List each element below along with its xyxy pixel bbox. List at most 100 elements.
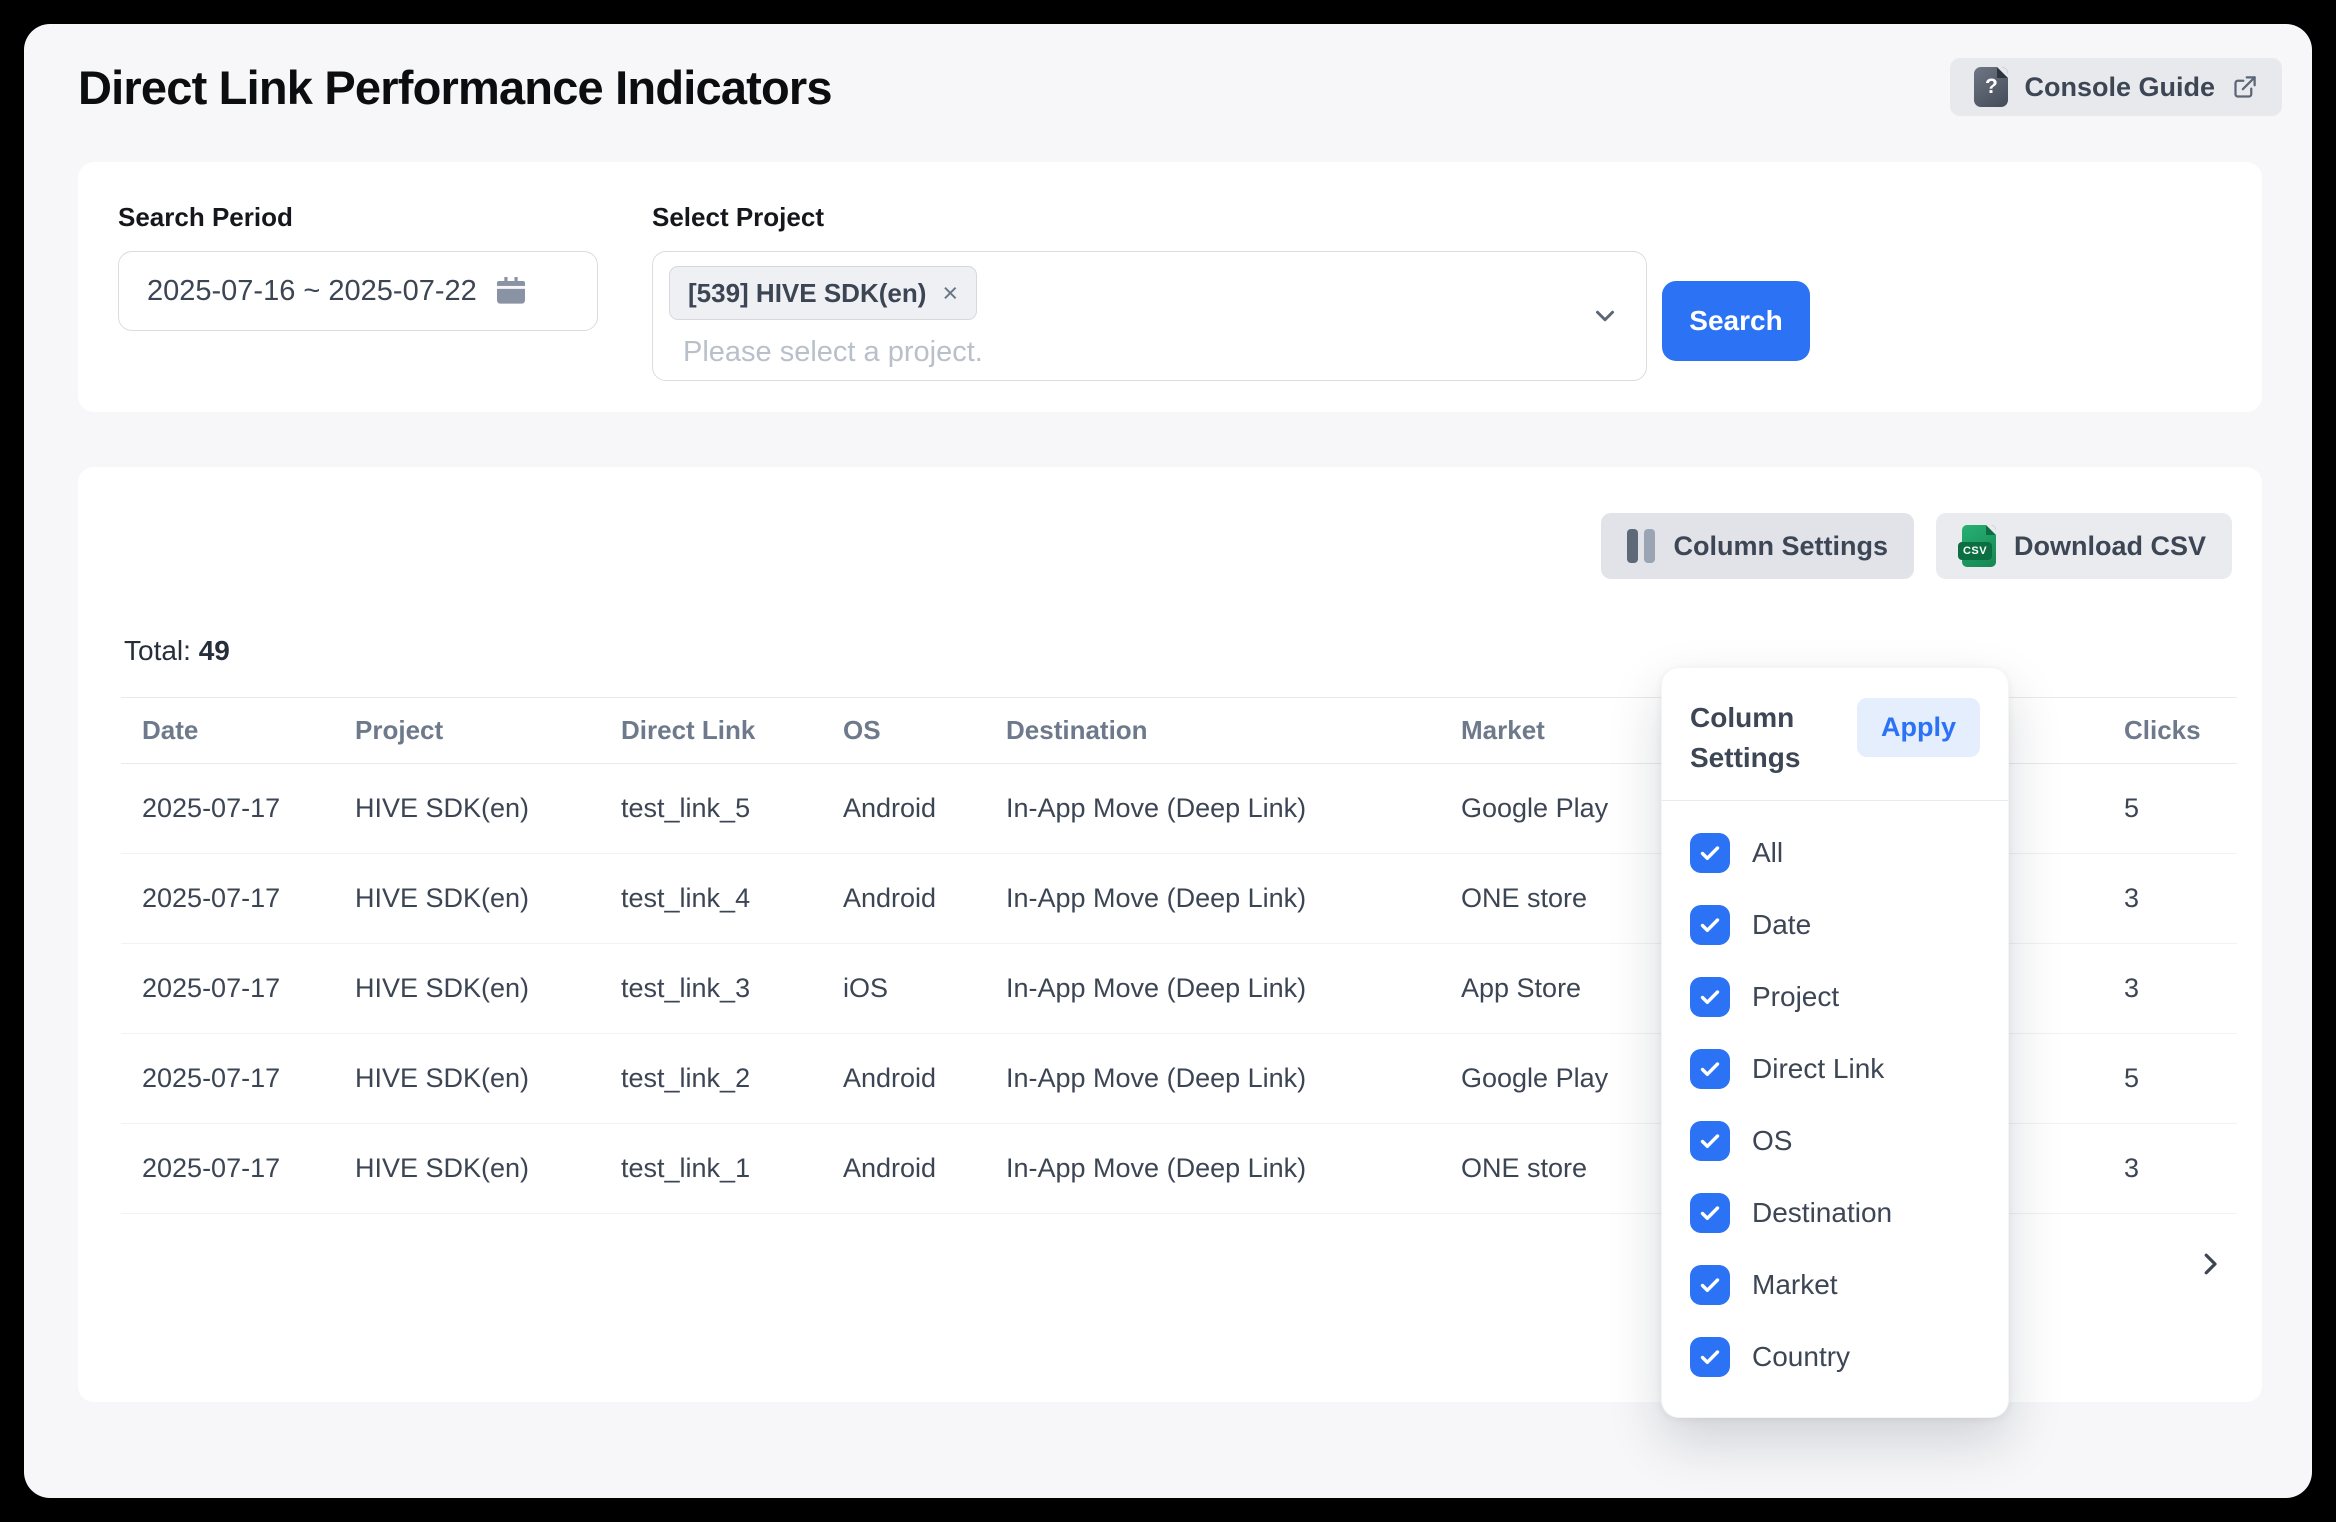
cell-os: Android — [843, 1063, 937, 1093]
console-guide-button[interactable]: ? Console Guide — [1950, 58, 2282, 116]
cell-clicks: 3 — [2124, 1153, 2140, 1183]
cell-destination: In-App Move (Deep Link) — [1006, 1063, 1307, 1093]
col-header-date: Date — [142, 715, 199, 745]
cell-os: Android — [843, 1153, 937, 1183]
cell-os: Android — [843, 883, 937, 913]
column-option-label: Project — [1752, 981, 1840, 1012]
cell-destination: In-App Move (Deep Link) — [1006, 883, 1307, 913]
checkbox-checked-icon[interactable] — [1690, 1265, 1730, 1305]
cell-date: 2025-07-17 — [142, 793, 281, 823]
external-link-icon — [2234, 75, 2256, 98]
cell-market: App Store — [1461, 973, 1582, 1003]
total-count: Total: 49 — [124, 635, 2262, 667]
column-option[interactable]: OS — [1690, 1121, 1980, 1161]
project-select-placeholder: Please select a project. — [683, 336, 983, 368]
checkbox-checked-icon[interactable] — [1690, 1049, 1730, 1089]
page-button[interactable] — [2121, 1242, 2161, 1286]
page-button[interactable] — [2047, 1242, 2087, 1286]
column-option[interactable]: Direct Link — [1690, 1049, 1980, 1089]
cell-market: Google Play — [1461, 793, 1609, 823]
download-csv-button[interactable]: CSV Download CSV — [1935, 513, 2232, 579]
cell-clicks: 5 — [2124, 1063, 2140, 1093]
cell-destination: In-App Move (Deep Link) — [1006, 1153, 1307, 1183]
cell-market: Google Play — [1461, 1063, 1609, 1093]
project-chip-label: [539] HIVE SDK(en) — [688, 277, 927, 308]
calendar-icon — [496, 277, 525, 304]
filters-panel: Search Period 2025-07-16 ~ 2025-07-22 Se… — [78, 162, 2262, 412]
csv-badge: CSV — [1957, 542, 1993, 560]
apply-button[interactable]: Apply — [1856, 698, 1980, 757]
main-card: Direct Link Performance Indicators ? Con… — [24, 24, 2312, 1498]
checkbox-checked-icon[interactable] — [1690, 905, 1730, 945]
table-row: 2025-07-17 HIVE SDK(en) test_link_2 Andr… — [121, 1034, 2237, 1124]
chip-remove-button[interactable]: × — [942, 277, 959, 308]
column-settings-button[interactable]: Column Settings — [1601, 513, 1914, 579]
search-period-label: Search Period — [118, 202, 293, 232]
checkbox-checked-icon[interactable] — [1690, 1121, 1730, 1161]
columns-icon — [1627, 529, 1656, 563]
col-header-os: OS — [843, 715, 881, 745]
column-option-label: Date — [1752, 909, 1812, 940]
column-option[interactable]: Destination — [1690, 1193, 1980, 1233]
download-csv-button-label: Download CSV — [2013, 530, 2206, 561]
cell-direct-link: test_link_1 — [621, 1153, 751, 1183]
chevron-down-icon — [1596, 310, 1614, 322]
cell-os: Android — [843, 793, 937, 823]
console-guide-label: Console Guide — [2024, 71, 2215, 102]
date-range-value: 2025-07-16 ~ 2025-07-22 — [147, 274, 477, 307]
cell-destination: In-App Move (Deep Link) — [1006, 793, 1307, 823]
cell-direct-link: test_link_3 — [621, 973, 751, 1003]
table-row: 2025-07-17 HIVE SDK(en) test_link_5 Andr… — [121, 764, 2237, 854]
table-toolbar: Column Settings CSV Download CSV — [78, 467, 2262, 579]
column-option[interactable]: All — [1690, 833, 1980, 873]
cell-os: iOS — [843, 973, 889, 1003]
popover-divider — [1662, 800, 2008, 801]
cell-clicks: 3 — [2124, 883, 2140, 913]
cell-clicks: 3 — [2124, 973, 2140, 1003]
date-range-input[interactable]: 2025-07-16 ~ 2025-07-22 — [118, 251, 598, 331]
cell-direct-link: test_link_2 — [621, 1063, 751, 1093]
total-value: 49 — [198, 635, 230, 666]
cell-destination: In-App Move (Deep Link) — [1006, 973, 1307, 1003]
checkbox-checked-icon[interactable] — [1690, 1337, 1730, 1377]
col-header-direct-link: Direct Link — [621, 715, 756, 745]
column-option[interactable]: Country — [1690, 1337, 1980, 1377]
next-page-button[interactable] — [2195, 1242, 2225, 1286]
column-option[interactable]: Project — [1690, 977, 1980, 1017]
checkbox-checked-icon[interactable] — [1690, 833, 1730, 873]
col-header-destination: Destination — [1006, 715, 1148, 745]
chevron-right-icon — [2204, 1253, 2217, 1275]
column-option[interactable]: Market — [1690, 1265, 1980, 1305]
project-select[interactable]: [539] HIVE SDK(en) × Please select a pro… — [652, 251, 1647, 381]
search-period-group: Search Period 2025-07-16 ~ 2025-07-22 — [118, 202, 598, 331]
column-option-label: Country — [1752, 1341, 1851, 1372]
total-label: Total: — [124, 635, 191, 666]
column-option[interactable]: Date — [1690, 905, 1980, 945]
select-project-label: Select Project — [652, 202, 824, 232]
column-option-label: Market — [1752, 1269, 1838, 1300]
results-table: Date Project Direct Link OS Destination … — [121, 697, 2237, 1214]
cell-project: HIVE SDK(en) — [355, 973, 530, 1003]
page-header: Direct Link Performance Indicators ? Con… — [24, 24, 2312, 116]
cell-project: HIVE SDK(en) — [355, 1153, 530, 1183]
column-settings-popover: Column Settings Apply All Date — [1661, 667, 2009, 1418]
search-button[interactable]: Search — [1662, 281, 1810, 361]
cell-direct-link: test_link_4 — [621, 883, 751, 913]
select-project-group: Select Project [539] HIVE SDK(en) × Plea… — [652, 202, 1647, 381]
table-row: 2025-07-17 HIVE SDK(en) test_link_1 Andr… — [121, 1124, 2237, 1214]
cell-date: 2025-07-17 — [142, 973, 281, 1003]
csv-file-icon: CSV — [1957, 525, 1996, 567]
col-header-market: Market — [1461, 715, 1545, 745]
column-option-label: All — [1752, 837, 1784, 868]
col-header-clicks: Clicks — [2124, 715, 2201, 745]
cell-direct-link: test_link_5 — [621, 793, 751, 823]
cell-date: 2025-07-17 — [142, 1153, 281, 1183]
checkbox-checked-icon[interactable] — [1690, 977, 1730, 1017]
cell-project: HIVE SDK(en) — [355, 793, 530, 823]
cell-project: HIVE SDK(en) — [355, 1063, 530, 1093]
help-doc-icon: ? — [1974, 67, 2009, 107]
checkbox-checked-icon[interactable] — [1690, 1193, 1730, 1233]
cell-market: ONE store — [1461, 1153, 1588, 1183]
cell-project: HIVE SDK(en) — [355, 883, 530, 913]
